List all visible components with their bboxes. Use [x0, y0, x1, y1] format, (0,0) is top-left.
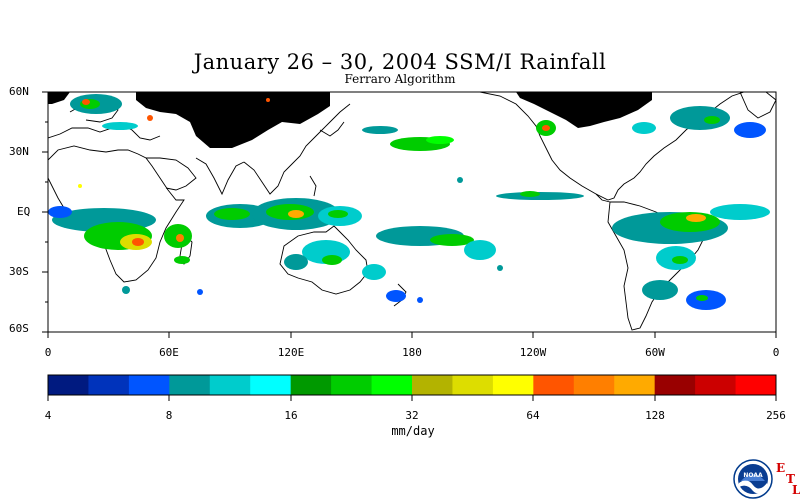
colorbar-swatch — [128, 375, 170, 395]
lat-label-60n: 60N — [9, 85, 29, 98]
colorbar-label-4: 4 — [44, 409, 52, 422]
lat-label-60s: 60S — [9, 322, 29, 335]
rainfall-areas — [48, 94, 770, 310]
map-panel — [48, 92, 776, 332]
etl-letter-l: L — [792, 483, 800, 497]
lon-ticks — [47, 332, 777, 338]
colorbar-swatch — [331, 375, 373, 395]
colorbar-swatch — [654, 375, 696, 395]
lon-label-180: 180 — [402, 346, 422, 359]
lat-ticks — [42, 91, 48, 333]
colorbar-label-128: 128 — [645, 409, 665, 422]
noaa-logo-icon: NOAA — [733, 459, 773, 499]
colorbar-swatch — [614, 375, 656, 395]
lon-label-120w: 120W — [519, 346, 547, 359]
colorbar-label-64: 64 — [526, 409, 540, 422]
colorbar-ticks — [47, 395, 777, 401]
lat-label-30n: 30N — [9, 145, 29, 158]
colorbar-swatch — [452, 375, 494, 395]
colorbar-label-16: 16 — [284, 409, 298, 422]
colorbar-swatch — [371, 375, 413, 395]
noaa-logo-text: NOAA — [743, 472, 763, 479]
lon-label-60e: 60E — [159, 346, 179, 359]
colorbar-swatch — [48, 375, 89, 395]
colorbar-units: mm/day — [391, 424, 435, 438]
etl-letter-e: E — [776, 461, 786, 475]
colorbar-swatch — [290, 375, 332, 395]
colorbar-swatch — [209, 375, 251, 395]
colorbar — [48, 375, 777, 395]
colorbar-label-32: 32 — [405, 409, 419, 422]
no-data-regions — [48, 92, 652, 148]
lat-label-eq: EQ — [17, 205, 31, 218]
map-subtitle: Ferraro Algorithm — [344, 72, 456, 86]
lon-label-60w: 60W — [645, 346, 665, 359]
colorbar-swatch — [88, 375, 130, 395]
colorbar-swatch — [573, 375, 615, 395]
colorbar-swatch — [735, 375, 777, 395]
map-title: January 26 – 30, 2004 SSM/I Rainfall — [193, 50, 607, 74]
colorbar-swatch — [169, 375, 211, 395]
colorbar-label-8: 8 — [165, 409, 173, 422]
etl-letter-t: T — [786, 472, 795, 486]
lon-label-120e: 120E — [277, 346, 305, 359]
lat-label-30s: 30S — [9, 265, 29, 278]
colorbar-label-256: 256 — [766, 409, 786, 422]
lon-label-0: 0 — [44, 346, 52, 359]
colorbar-swatch — [492, 375, 534, 395]
colorbar-swatch — [695, 375, 737, 395]
colorbar-swatch — [250, 375, 292, 395]
colorbar-swatch — [533, 375, 575, 395]
colorbar-swatch — [412, 375, 453, 395]
lon-label-0-east: 0 — [772, 346, 780, 359]
